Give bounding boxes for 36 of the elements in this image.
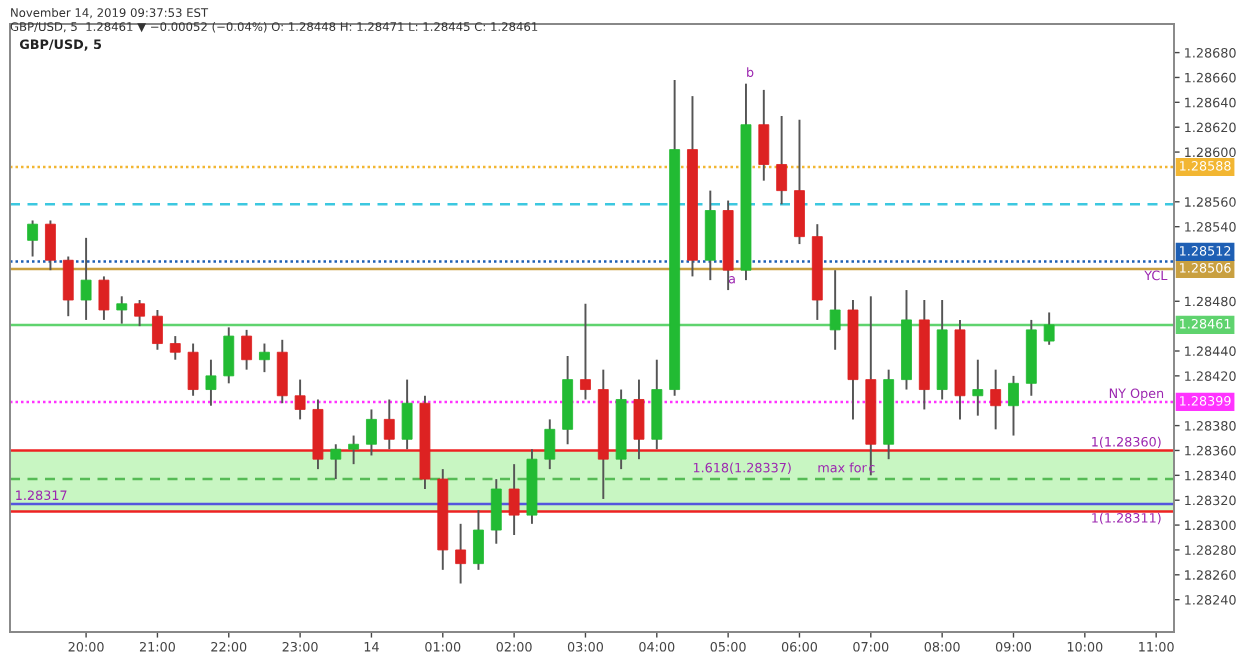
candlestick xyxy=(990,368,1002,431)
candlestick xyxy=(348,434,360,466)
candlestick xyxy=(490,478,502,545)
candlestick xyxy=(758,88,770,182)
candlestick xyxy=(27,219,38,258)
candlestick xyxy=(259,342,270,374)
candlestick xyxy=(508,463,520,536)
candlestick xyxy=(205,358,217,407)
candlestick xyxy=(45,219,56,272)
candlestick xyxy=(116,295,128,325)
candlestick xyxy=(187,342,199,397)
candlestick xyxy=(473,509,484,571)
candlestick xyxy=(366,408,377,457)
candlestick xyxy=(223,326,235,385)
candlestick xyxy=(276,338,288,405)
candlestick xyxy=(169,335,181,361)
candlestick xyxy=(401,378,413,451)
candlestick xyxy=(829,269,841,351)
candlestick xyxy=(241,328,253,371)
candlestick xyxy=(294,378,306,421)
candlestick xyxy=(580,302,591,401)
candlestick xyxy=(544,418,556,471)
candlestick xyxy=(455,522,467,585)
candlestick xyxy=(98,275,110,321)
candlestick xyxy=(633,378,645,461)
candlestick xyxy=(794,118,805,246)
candlestick xyxy=(972,358,984,417)
candlestick xyxy=(330,443,342,481)
candlestick xyxy=(62,255,74,318)
candlestick xyxy=(80,236,92,321)
candlestick xyxy=(1043,311,1055,346)
candlestick xyxy=(776,115,788,206)
candlestick xyxy=(1008,374,1019,437)
candlestick xyxy=(152,309,163,351)
candlestick xyxy=(383,398,395,451)
candlestick xyxy=(134,299,146,328)
